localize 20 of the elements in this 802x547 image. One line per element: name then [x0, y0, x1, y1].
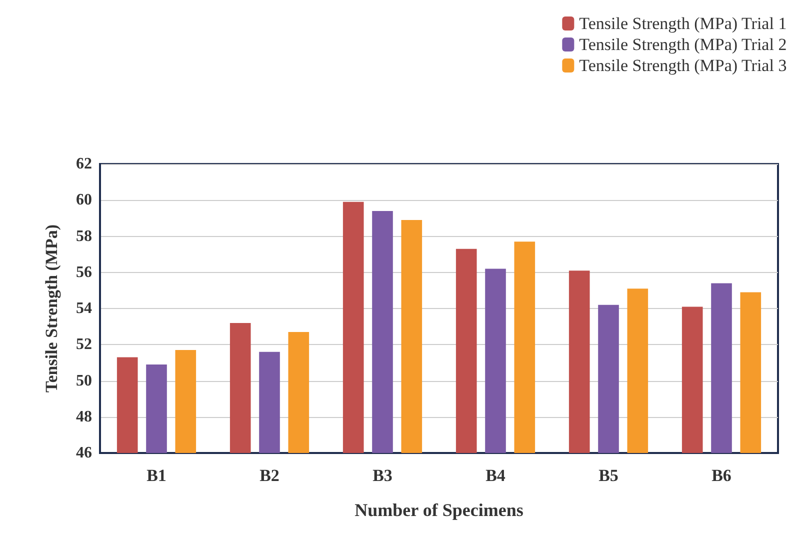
x-tick-label: B4	[486, 466, 506, 485]
x-tick-label: B2	[260, 466, 280, 485]
x-tick-label: B1	[146, 466, 166, 485]
y-tick-label: 58	[76, 228, 92, 245]
y-tick-label: 62	[76, 156, 92, 172]
y-tick-label: 56	[76, 264, 92, 281]
x-tick-label: B3	[372, 466, 392, 485]
y-tick-label: 50	[76, 372, 92, 390]
y-tick-label: 60	[76, 192, 92, 209]
y-tick-label: 48	[76, 408, 92, 426]
legend-label: Tensile Strength (MPa) Trial 1	[579, 14, 787, 33]
y-tick-label: 46	[76, 444, 92, 462]
x-tick-label: B5	[598, 466, 618, 485]
legend-label: Tensile Strength (MPa) Trial 2	[579, 35, 787, 54]
x-axis-title: Number of Specimens	[354, 500, 524, 520]
legend-label: Tensile Strength (MPa) Trial 3	[579, 56, 787, 75]
x-tick-label: B6	[712, 466, 732, 485]
y-axis-title: Tensile Strength (MPa)	[42, 224, 61, 393]
y-tick-label: 52	[76, 336, 92, 354]
y-tick-label: 54	[76, 300, 92, 317]
